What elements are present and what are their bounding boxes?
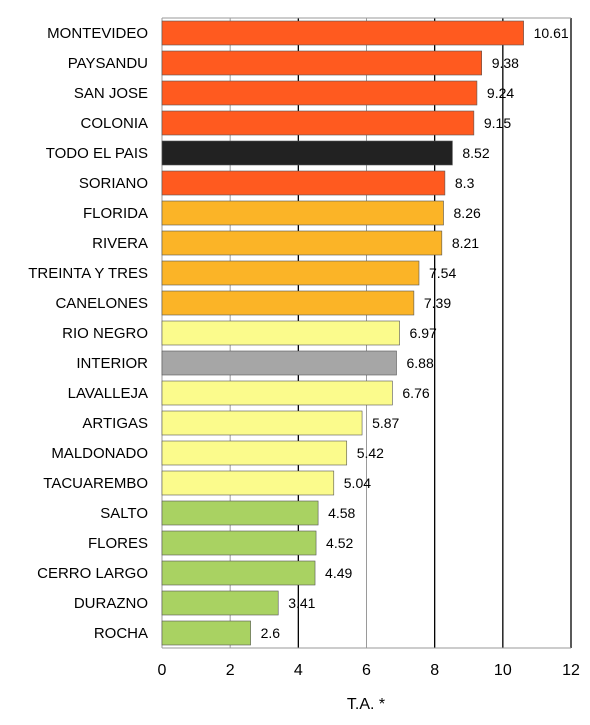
x-tick-label: 2 xyxy=(226,662,235,679)
bar-canelones xyxy=(161,290,415,316)
value-label: 8.21 xyxy=(452,235,479,251)
bar-rio-negro xyxy=(161,320,400,346)
category-label: FLORES xyxy=(88,535,148,552)
value-label: 2.6 xyxy=(261,625,281,641)
category-label: LAVALLEJA xyxy=(68,385,148,402)
category-label: RIVERA xyxy=(92,235,148,252)
value-label: 9.38 xyxy=(492,55,519,71)
category-label: CERRO LARGO xyxy=(37,565,148,582)
category-label: PAYSANDU xyxy=(68,55,148,72)
bar-paysandu xyxy=(161,50,483,76)
category-label: DURAZNO xyxy=(74,595,148,612)
value-label: 5.87 xyxy=(372,415,399,431)
bar-rocha xyxy=(161,620,251,646)
category-label: COLONIA xyxy=(80,115,148,132)
bar-durazno xyxy=(161,590,279,616)
x-tick-labels: 0 2 4 6 8 10 12 xyxy=(158,662,580,679)
value-label: 8.3 xyxy=(455,175,475,191)
x-tick-label: 8 xyxy=(430,662,439,679)
category-label: ROCHA xyxy=(94,625,148,642)
bar-florida xyxy=(161,200,444,226)
category-label: MONTEVIDEO xyxy=(47,25,148,42)
value-label: 4.52 xyxy=(326,535,353,551)
bar-soriano xyxy=(161,170,446,196)
bar-interior xyxy=(161,350,397,376)
value-label: 6.97 xyxy=(410,325,437,341)
bar-todo-el-pais xyxy=(161,140,453,166)
value-label: 6.88 xyxy=(406,355,433,371)
category-label: TACUAREMBO xyxy=(43,475,148,492)
bar-maldonado xyxy=(161,440,348,466)
bar-montevideo xyxy=(161,20,524,46)
x-tick-label: 10 xyxy=(494,662,512,679)
value-label: 8.26 xyxy=(454,205,481,221)
category-labels: MONTEVIDEO PAYSANDU SAN JOSE COLONIA TODO EL… xyxy=(28,25,148,642)
value-label: 4.58 xyxy=(328,505,355,521)
category-label: TREINTA Y TRES xyxy=(28,265,148,282)
x-axis-title: T.A. * xyxy=(347,696,385,713)
category-label: ARTIGAS xyxy=(82,415,148,432)
bar-flores xyxy=(161,530,317,556)
value-label: 5.04 xyxy=(344,475,371,491)
value-label: 6.76 xyxy=(402,385,429,401)
x-tick-label: 4 xyxy=(294,662,303,679)
value-label: 9.15 xyxy=(484,115,511,131)
value-label: 3.41 xyxy=(288,595,315,611)
value-label: 5.42 xyxy=(357,445,384,461)
category-label: RIO NEGRO xyxy=(62,325,148,342)
bar-cerro-largo xyxy=(161,560,316,586)
category-label: SORIANO xyxy=(79,175,148,192)
value-labels: 10.61 9.38 9.24 9.15 8.52 8.3 8.26 8.21 7.54 7.39… xyxy=(261,25,569,641)
value-label: 8.52 xyxy=(462,145,489,161)
x-tick-label: 6 xyxy=(362,662,371,679)
bar-tacuarembo xyxy=(161,470,335,496)
category-label: TODO EL PAIS xyxy=(46,145,148,162)
x-tick-label: 0 xyxy=(158,662,167,679)
bar-colonia xyxy=(161,110,475,136)
bar-treinta-y-tres xyxy=(161,260,420,286)
category-label: SALTO xyxy=(100,505,148,522)
value-label: 7.39 xyxy=(424,295,451,311)
category-label: SAN JOSE xyxy=(74,85,148,102)
category-label: CANELONES xyxy=(55,295,148,312)
category-label: FLORIDA xyxy=(83,205,148,222)
x-tick-label: 12 xyxy=(562,662,580,679)
bar-lavalleja xyxy=(161,380,393,406)
value-label: 10.61 xyxy=(534,25,569,41)
bar-salto xyxy=(161,500,319,526)
value-label: 9.24 xyxy=(487,85,514,101)
value-label: 7.54 xyxy=(429,265,456,281)
category-label: INTERIOR xyxy=(76,355,148,372)
bar-san-jose xyxy=(161,80,478,106)
bars xyxy=(161,20,524,646)
bar-artigas xyxy=(161,410,363,436)
bar-rivera xyxy=(161,230,443,256)
value-label: 4.49 xyxy=(325,565,352,581)
category-label: MALDONADO xyxy=(51,445,148,462)
